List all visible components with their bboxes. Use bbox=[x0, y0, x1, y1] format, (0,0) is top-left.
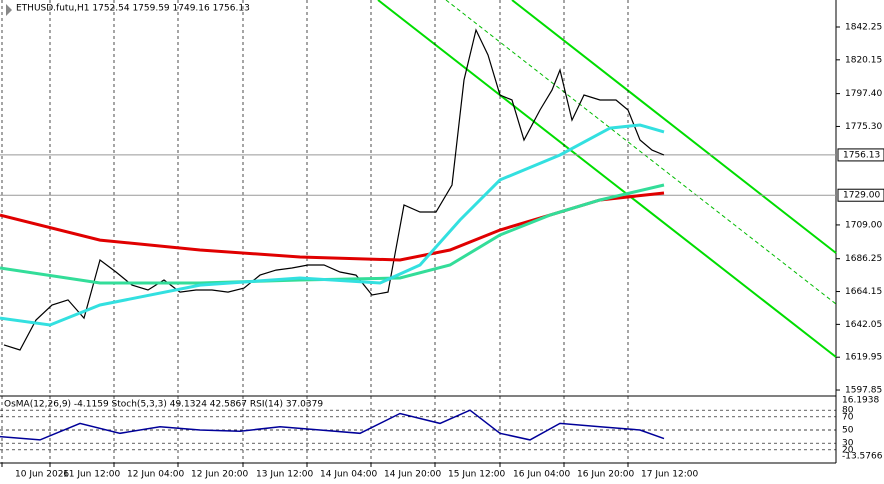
x-tick-label: 10 Jun 2026 bbox=[15, 470, 69, 480]
y-tick-label: 1619.95 bbox=[845, 353, 882, 363]
y-tick-label: 1686.25 bbox=[845, 254, 882, 264]
channel-line bbox=[377, 0, 837, 358]
series-line bbox=[3, 28, 665, 351]
x-tick-label: 14 Jun 04:00 bbox=[320, 470, 377, 480]
x-tick-label: 17 Jun 12:00 bbox=[641, 470, 698, 480]
series-line bbox=[0, 123, 665, 327]
y-tick-label: 1820.15 bbox=[845, 55, 882, 65]
series-line bbox=[0, 183, 665, 285]
level-label-box bbox=[837, 148, 884, 162]
symbol-icon bbox=[6, 4, 12, 16]
chart-title: ETHUSD.futu,H1 1752.54 1759.59 1749.16 1… bbox=[16, 4, 250, 14]
indicator-label: OsMA(12,26,9) -4.1159 Stoch(5,3,3) 49.13… bbox=[4, 400, 323, 410]
indicator-max: 16.1938 bbox=[842, 396, 879, 406]
indicator-tick-label: 20 bbox=[842, 445, 854, 455]
indicator-tick-label: 80 bbox=[842, 406, 854, 416]
y-tick-label: 1642.05 bbox=[845, 320, 882, 330]
indicator-line bbox=[0, 409, 665, 441]
level-label: 1756.13 bbox=[843, 150, 880, 160]
level-label: 1729.00 bbox=[843, 191, 880, 201]
indicator-tick-label: 30 bbox=[842, 439, 854, 449]
channel-mid-line bbox=[445, 0, 837, 305]
y-tick-label: 1664.15 bbox=[845, 287, 882, 297]
x-tick-label: 12 Jun 20:00 bbox=[191, 470, 248, 480]
x-tick-label: 16 Jun 04:00 bbox=[513, 470, 570, 480]
x-tick-label: 12 Jun 04:00 bbox=[127, 470, 184, 480]
y-tick-label: 1709.00 bbox=[845, 220, 882, 230]
channel-line bbox=[511, 0, 837, 254]
y-tick-label: 1797.40 bbox=[845, 89, 882, 99]
level-label-box bbox=[837, 188, 884, 202]
x-tick-label: 16 Jun 20:00 bbox=[577, 470, 634, 480]
indicator-min: -13.5766 bbox=[842, 452, 883, 462]
y-tick-label: 1597.85 bbox=[845, 386, 882, 396]
x-tick-label: 11 Jun 12:00 bbox=[63, 470, 120, 480]
indicator-tick-label: 50 bbox=[842, 426, 854, 436]
y-tick-label: 1842.25 bbox=[845, 23, 882, 33]
x-tick-label: 15 Jun 12:00 bbox=[448, 470, 505, 480]
x-tick-label: 14 Jun 20:00 bbox=[384, 470, 441, 480]
y-tick-label: 1775.30 bbox=[845, 122, 882, 132]
indicator-tick-label: 70 bbox=[842, 412, 854, 422]
x-tick-label: 13 Jun 12:00 bbox=[256, 470, 313, 480]
